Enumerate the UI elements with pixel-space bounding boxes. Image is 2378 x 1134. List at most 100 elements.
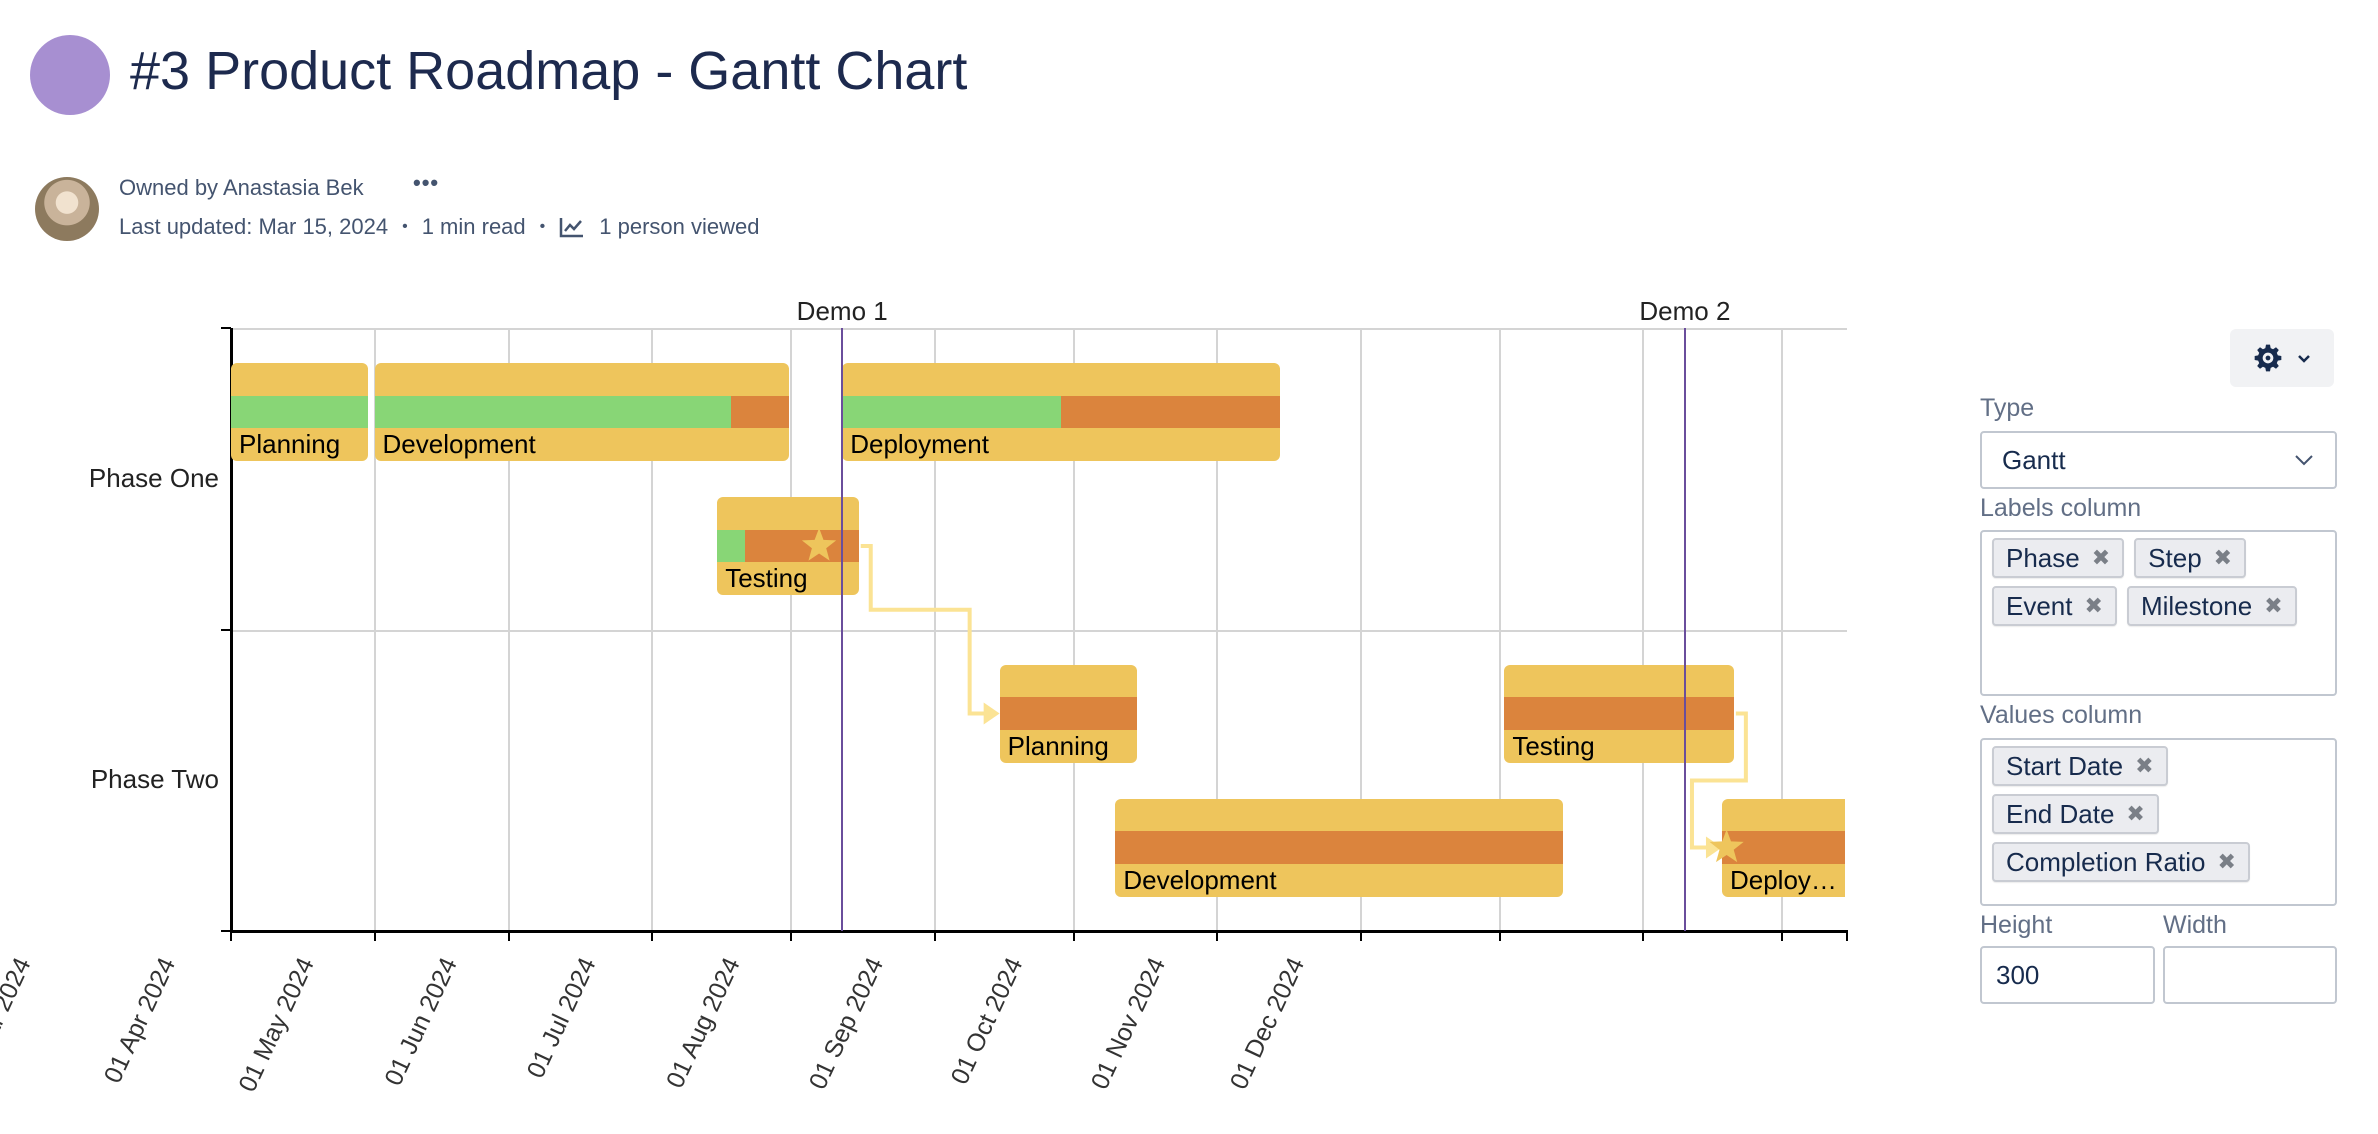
remove-tag-icon[interactable]: ✖ — [2084, 593, 2103, 618]
column-tag[interactable]: Step ✖ — [2134, 538, 2247, 578]
column-tag[interactable]: End Date ✖ — [1992, 794, 2159, 834]
grid-line — [231, 328, 1847, 330]
last-updated: Last updated: Mar 15, 2024 — [119, 214, 389, 239]
grid-line — [1781, 328, 1784, 931]
grid-line — [933, 328, 936, 931]
tag-label: Milestone — [2140, 590, 2253, 621]
progress-done — [374, 395, 732, 429]
column-tag[interactable]: Start Date ✖ — [1992, 746, 2168, 786]
dependency-arrow — [983, 702, 1000, 725]
progress-done — [231, 395, 368, 429]
remove-tag-icon[interactable]: ✖ — [2135, 753, 2154, 778]
x-tick — [1216, 931, 1219, 941]
type-value: Gantt — [2002, 444, 2066, 475]
event-label: Demo 2 — [1639, 296, 1731, 326]
width-input[interactable] — [2163, 946, 2337, 1004]
values-column-label: Values column — [1980, 701, 2143, 729]
grid-line — [373, 328, 376, 931]
remove-tag-icon[interactable]: ✖ — [2126, 801, 2145, 826]
gantt-bar[interactable]: Development — [1115, 798, 1563, 897]
x-tick — [230, 931, 232, 941]
read-time: 1 min read — [421, 214, 526, 239]
x-tick — [1642, 931, 1645, 941]
remove-tag-icon[interactable]: ✖ — [2091, 545, 2111, 570]
progress-track — [717, 529, 859, 563]
grid-line — [1498, 328, 1501, 931]
tag-label: Step — [2148, 542, 2202, 573]
progress-done — [842, 395, 1062, 429]
milestone-star-icon[interactable] — [801, 528, 837, 561]
progress-track — [842, 395, 1281, 429]
gantt-bar[interactable]: Testing — [717, 497, 859, 595]
remove-tag-icon[interactable]: ✖ — [2213, 545, 2233, 570]
x-tick — [507, 931, 510, 941]
x-axis — [230, 930, 1848, 933]
gantt-bar[interactable]: Testing — [1504, 664, 1734, 763]
more-actions-button[interactable]: ••• — [413, 170, 440, 195]
tag-label: Start Date — [2006, 750, 2124, 781]
column-tag[interactable]: Milestone ✖ — [2126, 586, 2297, 626]
chevron-down-icon — [2296, 352, 2312, 364]
milestone-star-icon[interactable] — [1709, 829, 1744, 863]
progress-track — [1721, 831, 1845, 864]
labels-column-label: Labels column — [1980, 494, 2142, 522]
grid-line — [507, 328, 510, 931]
progress-track — [374, 395, 790, 429]
progress-track — [999, 697, 1137, 730]
x-tick — [1498, 931, 1501, 941]
event-line — [841, 328, 844, 931]
grid-line — [1359, 328, 1362, 931]
grid-line — [1216, 328, 1219, 931]
column-tag[interactable]: Completion Ratio ✖ — [1992, 842, 2250, 882]
page-emoji-icon[interactable] — [30, 35, 110, 115]
tag-label: Event — [2006, 590, 2073, 621]
values-column-input[interactable]: Start Date ✖ End Date ✖ Completion Ratio ✖ — [1980, 738, 2337, 906]
type-label: Type — [1980, 394, 2035, 422]
gear-icon — [2252, 342, 2284, 374]
progress-done — [717, 529, 746, 563]
y-tick — [221, 930, 231, 932]
tag-label: Phase — [2006, 542, 2080, 573]
grid-line — [1642, 328, 1645, 931]
grid-line — [790, 328, 793, 931]
dependency-connector — [860, 544, 986, 716]
owner-avatar[interactable] — [35, 177, 99, 241]
phase-label: Phase Two — [90, 764, 219, 795]
event-label: Demo 1 — [796, 296, 888, 326]
y-tick — [221, 327, 231, 329]
progress-track — [1115, 831, 1563, 864]
event-line — [1683, 328, 1686, 931]
x-tick — [790, 931, 793, 941]
chart-settings-button[interactable] — [2230, 329, 2334, 387]
x-tick — [1359, 931, 1362, 941]
x-tick — [1781, 931, 1784, 941]
grid-line — [1072, 328, 1075, 931]
gantt-bar[interactable]: Planning — [999, 664, 1137, 763]
grid-line — [651, 328, 654, 931]
phase-label: Phase One — [88, 462, 219, 493]
gantt-bar[interactable]: Development — [374, 363, 790, 461]
x-tick — [651, 931, 654, 941]
remove-tag-icon[interactable]: ✖ — [2264, 593, 2283, 618]
type-select[interactable]: Gantt — [1980, 431, 2337, 489]
owner-text[interactable]: Owned by Anastasia Bek — [119, 175, 364, 200]
grid-line — [231, 629, 1847, 632]
progress-track — [231, 395, 368, 429]
page-title: #3 Product Roadmap - Gantt Chart — [130, 41, 968, 101]
x-tick — [373, 931, 376, 941]
x-tick — [1846, 931, 1848, 941]
labels-column-input[interactable]: Phase ✖ Step ✖ Event ✖ Milestone ✖ — [1980, 530, 2337, 696]
column-tag[interactable]: Event ✖ — [1992, 586, 2117, 626]
column-tag[interactable]: Phase ✖ — [1992, 538, 2125, 578]
gantt-bar[interactable]: Deployment — [1721, 798, 1845, 897]
remove-tag-icon[interactable]: ✖ — [2217, 849, 2236, 874]
page-meta: Last updated: Mar 15, 2024 • 1 min read … — [119, 214, 759, 240]
width-label: Width — [2163, 911, 2227, 939]
gantt-bar[interactable]: Planning — [231, 363, 368, 461]
height-input[interactable]: 300 — [1980, 946, 2155, 1004]
y-axis — [230, 328, 233, 931]
gantt-bar[interactable]: Deployment — [842, 363, 1281, 461]
separator: • — [539, 218, 546, 235]
views-count[interactable]: 1 person viewed — [599, 214, 760, 239]
